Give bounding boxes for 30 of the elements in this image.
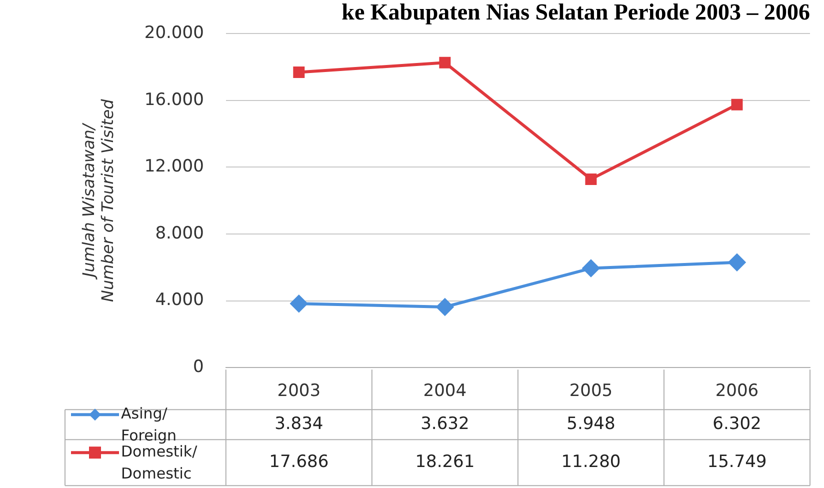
data-label: 18.261 <box>415 452 475 472</box>
y-tick-label: 20.000 <box>144 23 204 44</box>
x-tick-label: 2006 <box>715 381 759 402</box>
point <box>290 295 308 312</box>
data-label: 6.302 <box>712 414 762 434</box>
x-tick-label: 2004 <box>423 381 467 402</box>
data-label: 5.948 <box>566 414 616 434</box>
data-label: 11.280 <box>561 452 621 472</box>
y-tick-label: 12.000 <box>144 156 204 177</box>
legend-label: Domestik/ Domestic <box>121 442 198 482</box>
data-label: 15.749 <box>707 452 767 472</box>
y-tick-label: 16.000 <box>144 90 204 110</box>
y-tick-label: 4.000 <box>155 290 204 310</box>
data-label: 17.686 <box>269 452 329 472</box>
y-axis-title: Jumlah Wisatawan/ Number of Tourist Visited <box>78 98 117 302</box>
y-tick-label: 8.000 <box>155 223 204 244</box>
point <box>436 298 454 316</box>
point <box>582 260 600 277</box>
y-tick-label: 0 <box>193 357 204 378</box>
x-tick-label: 2003 <box>277 381 321 402</box>
chart-title: ke Kabupaten Nias Selatan Periode 2003 – 2006 <box>342 0 810 25</box>
x-tick-label: 2005 <box>569 381 613 402</box>
point <box>439 56 451 68</box>
point <box>585 173 597 185</box>
data-label: 3.632 <box>420 414 470 434</box>
point <box>728 254 746 271</box>
legend-label: Asing/ Foreign <box>121 404 177 444</box>
data-label: 3.834 <box>274 414 324 434</box>
point <box>731 98 743 110</box>
point <box>293 66 305 78</box>
